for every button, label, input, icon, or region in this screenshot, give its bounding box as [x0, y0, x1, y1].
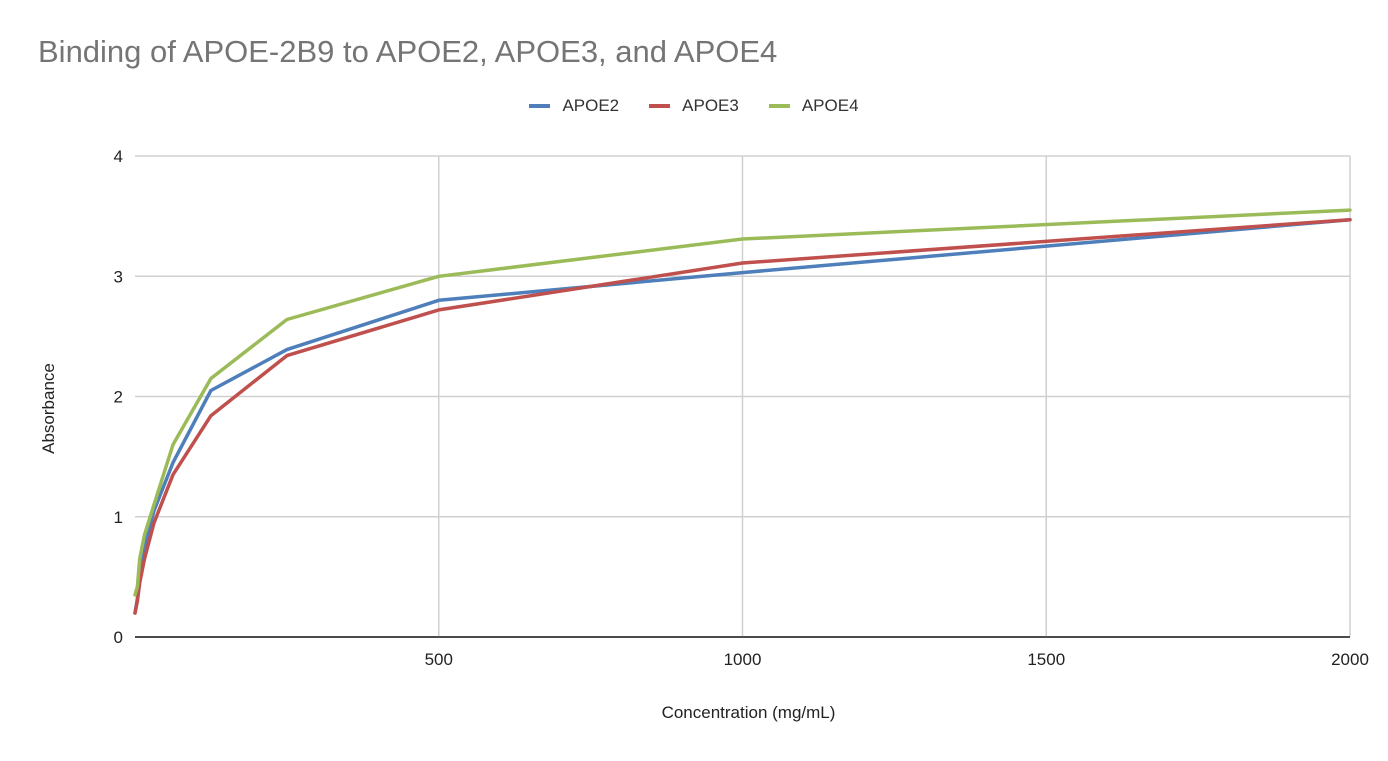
chart-title: Binding of APOE-2B9 to APOE2, APOE3, and… [38, 34, 778, 69]
chart-legend: APOE2 APOE3 APOE4 [0, 96, 1388, 116]
x-tick-label: 2000 [1331, 650, 1369, 669]
y-tick-label: 0 [114, 628, 123, 647]
legend-label-apoe3: APOE3 [682, 96, 739, 115]
series-line-apoe3 [133, 217, 1352, 615]
legend-label-apoe4: APOE4 [801, 96, 859, 115]
gridlines [135, 155, 1351, 638]
legend-swatch-apoe2 [529, 104, 551, 108]
y-axis-ticks: 0 1 2 3 4 [114, 147, 123, 647]
legend-swatch-apoe3 [649, 104, 671, 108]
x-tick-label: 1500 [1027, 650, 1065, 669]
x-axis-ticks: 500 1000 1500 2000 [425, 650, 1369, 669]
legend-item-apoe2: APOE2 [529, 96, 619, 116]
y-tick-label: 4 [114, 147, 123, 166]
legend-item-apoe4: APOE4 [768, 96, 859, 116]
y-tick-label: 3 [114, 267, 123, 286]
x-tick-label: 1000 [724, 650, 762, 669]
series-line-apoe4 [133, 208, 1352, 597]
legend-label-apoe2: APOE2 [562, 96, 620, 115]
x-tick-label: 500 [425, 650, 453, 669]
legend-item-apoe3: APOE3 [649, 96, 739, 116]
x-axis-title: Concentration (mg/mL) [662, 703, 836, 722]
y-axis-title: Absorbance [39, 363, 58, 454]
y-tick-label: 2 [114, 388, 123, 407]
y-tick-label: 1 [114, 508, 123, 527]
legend-swatch-apoe4 [768, 104, 790, 108]
series-lines [133, 208, 1352, 615]
